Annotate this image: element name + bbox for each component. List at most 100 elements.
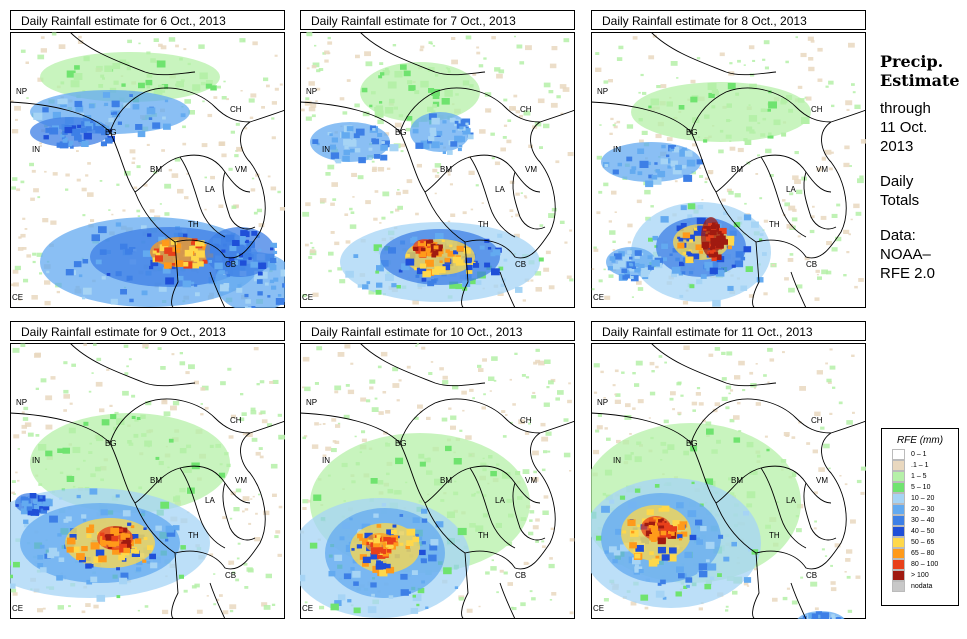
- rain-cell: [702, 419, 706, 423]
- rain-cell: [192, 84, 201, 91]
- rain-cell: [302, 507, 307, 510]
- rain-cell: [709, 267, 718, 275]
- rain-cell: [485, 108, 492, 113]
- legend-entry: 65 – 80: [892, 548, 958, 559]
- rain-cell: [248, 98, 255, 103]
- rain-cell: [126, 278, 130, 281]
- rain-cell: [481, 406, 486, 410]
- rain-cell: [34, 512, 38, 516]
- rain-cell: [322, 454, 327, 458]
- rain-cell: [421, 346, 426, 350]
- rain-cell: [370, 125, 377, 131]
- rain-cell: [635, 360, 643, 366]
- rain-cell: [814, 411, 821, 417]
- rain-cell: [11, 186, 16, 190]
- rain-cell: [656, 85, 661, 89]
- rain-cell: [166, 529, 176, 537]
- rain-cell: [707, 563, 717, 571]
- rain-cell: [721, 351, 726, 355]
- rain-cell: [712, 299, 721, 307]
- rain-cell: [729, 418, 735, 423]
- rainfall-map: NP CH BG IN BM VM LA TH CB CE: [10, 343, 285, 619]
- rain-cell: [414, 267, 419, 271]
- rain-cell: [72, 446, 81, 454]
- rain-cell: [798, 421, 802, 424]
- rain-cell: [764, 108, 769, 112]
- rain-cell: [548, 285, 555, 290]
- rain-cell: [252, 495, 255, 498]
- rain-cell: [52, 111, 61, 119]
- rain-cell: [27, 509, 36, 516]
- rain-cell: [679, 537, 683, 541]
- rain-cell: [721, 396, 728, 401]
- rain-cell: [29, 493, 37, 499]
- rain-cell: [20, 49, 26, 53]
- rain-cell: [541, 540, 545, 543]
- rain-cell: [248, 522, 252, 525]
- rain-cell: [430, 539, 439, 546]
- rain-cell: [481, 202, 484, 204]
- rain-cell: [737, 147, 744, 153]
- rain-cell: [149, 553, 156, 560]
- rain-cell: [655, 590, 665, 598]
- country-label-ch: CH: [520, 105, 532, 114]
- caption-date-line1: 11 Oct.: [880, 119, 928, 136]
- rain-cell: [445, 445, 452, 452]
- rain-cell: [164, 247, 173, 254]
- rain-cell: [515, 110, 520, 114]
- rain-cell: [411, 570, 418, 575]
- rain-cell: [131, 534, 139, 540]
- rain-cell: [503, 98, 508, 102]
- rain-cell: [251, 177, 255, 180]
- rain-cell: [373, 542, 380, 548]
- rain-cell: [704, 177, 709, 181]
- rain-cell: [270, 257, 277, 263]
- rain-cell: [593, 449, 600, 455]
- rain-cell: [634, 553, 641, 559]
- rain-cell: [771, 264, 775, 267]
- rain-cell: [400, 589, 409, 596]
- rain-cell: [273, 250, 278, 254]
- rain-cell: [518, 419, 525, 425]
- rain-cell: [240, 230, 248, 237]
- rain-cell: [122, 209, 126, 212]
- rain-cell: [674, 180, 678, 183]
- rain-cell: [645, 216, 651, 221]
- rain-cell: [757, 154, 760, 157]
- rain-cell: [488, 455, 493, 459]
- rain-cell: [386, 529, 394, 536]
- rain-cell: [512, 607, 517, 611]
- rain-cell: [685, 256, 694, 264]
- rain-cell: [393, 542, 399, 547]
- rain-cell: [857, 178, 864, 184]
- rain-cell: [658, 520, 665, 526]
- rain-cell: [708, 252, 716, 258]
- rain-cell: [123, 344, 129, 348]
- rain-cell: [119, 528, 124, 532]
- rain-cell: [430, 361, 434, 363]
- rain-cell: [715, 241, 724, 249]
- rain-cell: [632, 407, 636, 410]
- rain-cell: [543, 82, 551, 88]
- rain-cell: [235, 122, 240, 126]
- rain-cell: [186, 173, 189, 175]
- rain-cell: [698, 167, 702, 169]
- country-border: [174, 420, 285, 570]
- rain-cell: [95, 259, 102, 265]
- rain-cell: [468, 278, 476, 285]
- rain-cell: [652, 235, 659, 241]
- rain-cell: [170, 405, 177, 411]
- caption-title-line2: Estimate: [880, 71, 960, 90]
- rain-cell: [63, 389, 69, 394]
- rain-cell: [661, 505, 670, 512]
- rain-cell: [44, 300, 51, 306]
- legend-title: RFE (mm): [896, 435, 944, 446]
- rain-cell: [173, 496, 180, 502]
- rain-cell: [143, 537, 148, 541]
- rain-cell: [467, 134, 474, 140]
- rain-cell: [400, 143, 406, 148]
- rain-cell: [796, 528, 802, 533]
- rain-cell: [531, 395, 537, 399]
- rain-cell: [353, 607, 361, 614]
- rain-cell: [617, 162, 622, 167]
